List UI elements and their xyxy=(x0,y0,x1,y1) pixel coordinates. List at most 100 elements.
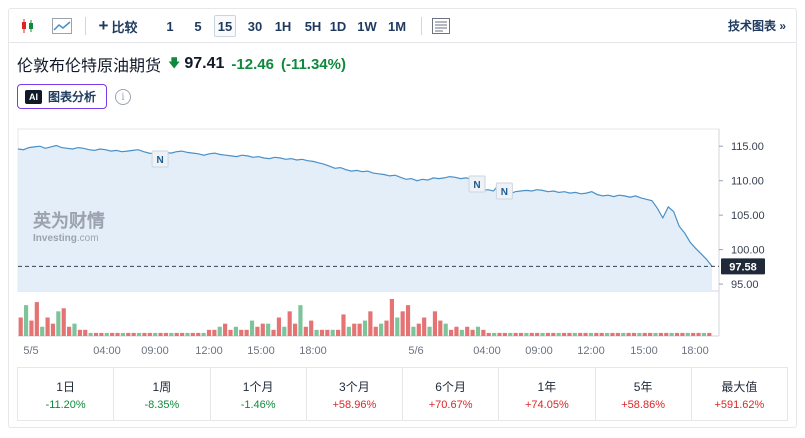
volume-bar xyxy=(266,323,271,336)
area-chart-icon[interactable] xyxy=(49,15,75,37)
volume-bar xyxy=(648,332,653,336)
instrument-name: 伦敦布伦特原油期货 xyxy=(17,58,162,75)
x-tick-label: 18:00 xyxy=(299,345,327,357)
volume-bar xyxy=(685,332,690,336)
volume-bar xyxy=(389,299,394,336)
period-cell[interactable]: 1周 -8.35% xyxy=(114,368,211,420)
ai-icon: AI xyxy=(25,89,42,104)
volume-bar xyxy=(346,326,351,336)
volume-bar xyxy=(459,329,464,336)
volume-bar xyxy=(276,317,282,336)
volume-bar xyxy=(34,302,39,336)
volume-bar xyxy=(212,329,217,336)
interval-1h[interactable]: 1H xyxy=(274,18,292,34)
volume-bar xyxy=(642,332,647,336)
x-tick-label: 04:00 xyxy=(473,345,501,357)
volume-bar xyxy=(228,329,233,336)
x-tick-label: 12:00 xyxy=(195,345,223,357)
volume-bar xyxy=(120,332,125,336)
volume-bar xyxy=(249,320,255,336)
interval-1d[interactable]: 1D xyxy=(329,18,347,34)
volume-bar xyxy=(282,326,287,336)
down-arrow-icon: 🡇 xyxy=(168,55,181,70)
volume-bar xyxy=(67,326,72,336)
technical-chart-link[interactable]: 技术图表 » xyxy=(727,19,786,33)
price-chart[interactable]: 115.00 110.00 105.00 100.00 95.00 97.58 N N N 英为财… xyxy=(9,121,796,361)
volume-bar xyxy=(196,332,201,336)
period-value: -11.20% xyxy=(45,398,86,411)
volume-bar xyxy=(411,326,416,336)
period-cell[interactable]: 6个月 +70.67% xyxy=(403,368,500,420)
volume-bar xyxy=(88,332,93,336)
volume-bar xyxy=(707,332,712,336)
period-cell[interactable]: 最大值 +591.62% xyxy=(692,368,787,420)
y-tick-label: 115.00 xyxy=(731,141,764,153)
period-value: +58.96% xyxy=(332,398,377,411)
volume-bar xyxy=(658,332,663,336)
volume-bar xyxy=(23,305,29,336)
volume-bar xyxy=(664,332,669,336)
candlestick-icon[interactable] xyxy=(17,15,39,37)
volume-bar xyxy=(93,332,99,336)
volume-bar xyxy=(217,326,222,336)
volume-bar xyxy=(153,332,158,336)
news-marker-label: N xyxy=(473,180,480,191)
interval-5h[interactable]: 5H xyxy=(304,18,322,34)
info-icon[interactable]: i xyxy=(115,89,131,105)
period-cell[interactable]: 3个月 +58.96% xyxy=(307,368,403,420)
watermark-brand: 英为财情 xyxy=(32,210,105,232)
interval-5[interactable]: 5 xyxy=(194,18,202,34)
volume-bar xyxy=(669,332,674,336)
compare-button[interactable]: + 比较 xyxy=(93,15,143,37)
volume-bar xyxy=(416,323,421,336)
x-tick-label: 5/6 xyxy=(408,345,423,357)
period-cell[interactable]: 5年 +58.86% xyxy=(596,368,692,420)
period-value: +58.86% xyxy=(621,398,665,411)
volume-bar xyxy=(594,332,599,336)
volume-bar xyxy=(373,326,378,336)
x-tick-label: 12:00 xyxy=(577,345,605,357)
news-marker xyxy=(151,150,169,168)
period-cell[interactable]: 1年 +74.05% xyxy=(499,368,596,420)
volume-bar xyxy=(131,332,136,336)
y-tick-label: 110.00 xyxy=(731,176,764,188)
volume-bar xyxy=(169,332,174,336)
volume-bar xyxy=(653,332,658,336)
volume-bar xyxy=(287,311,292,336)
volume-bar xyxy=(400,311,405,336)
interval-30[interactable]: 30 xyxy=(247,18,263,34)
volume-bar xyxy=(605,332,610,336)
volume-bar xyxy=(470,329,475,336)
volume-bar xyxy=(325,329,330,336)
ai-chart-analysis-button[interactable]: AI 图表分析 xyxy=(17,84,107,109)
period-label: 1年 xyxy=(537,379,557,394)
volume-bar xyxy=(255,326,260,336)
volume-bar xyxy=(260,323,265,336)
volume-bar xyxy=(674,332,680,336)
volume-bar xyxy=(115,332,120,336)
volume-bar xyxy=(185,332,190,336)
y-tick-label: 100.00 xyxy=(731,245,765,257)
volume-bar xyxy=(303,326,308,336)
watermark-sub: Investing.com xyxy=(33,233,99,244)
interval-1[interactable]: 1 xyxy=(166,18,174,34)
volume-bar xyxy=(179,332,185,336)
period-cell[interactable]: 1日 -11.20% xyxy=(18,368,115,420)
volume-bar xyxy=(174,332,179,336)
volume-bar xyxy=(29,320,34,336)
volume-bar xyxy=(518,332,524,336)
volume-bar xyxy=(298,305,303,336)
period-cell[interactable]: 1个月 -1.46% xyxy=(211,368,307,420)
interval-1m[interactable]: 1M xyxy=(387,18,407,34)
volume-bar xyxy=(83,329,88,336)
period-label: 最大值 xyxy=(721,379,758,394)
news-marker xyxy=(495,182,513,200)
layout-icon[interactable] xyxy=(429,15,453,37)
volume-bar xyxy=(508,332,513,336)
current-price-label: 97.58 xyxy=(729,261,757,273)
interval-15[interactable]: 15 xyxy=(214,15,236,37)
price-area xyxy=(18,145,712,291)
period-label: 1个月 xyxy=(242,379,274,394)
interval-1w[interactable]: 1W xyxy=(357,18,377,34)
volume-bar xyxy=(223,323,228,336)
